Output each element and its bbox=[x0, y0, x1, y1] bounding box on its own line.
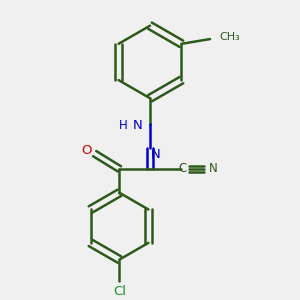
Text: N: N bbox=[133, 119, 142, 132]
Text: O: O bbox=[81, 144, 91, 157]
Text: C: C bbox=[178, 162, 187, 175]
Text: N: N bbox=[151, 148, 160, 161]
Text: H: H bbox=[119, 119, 128, 132]
Text: N: N bbox=[208, 162, 217, 176]
Text: Cl: Cl bbox=[113, 285, 126, 298]
Text: CH₃: CH₃ bbox=[220, 32, 240, 42]
